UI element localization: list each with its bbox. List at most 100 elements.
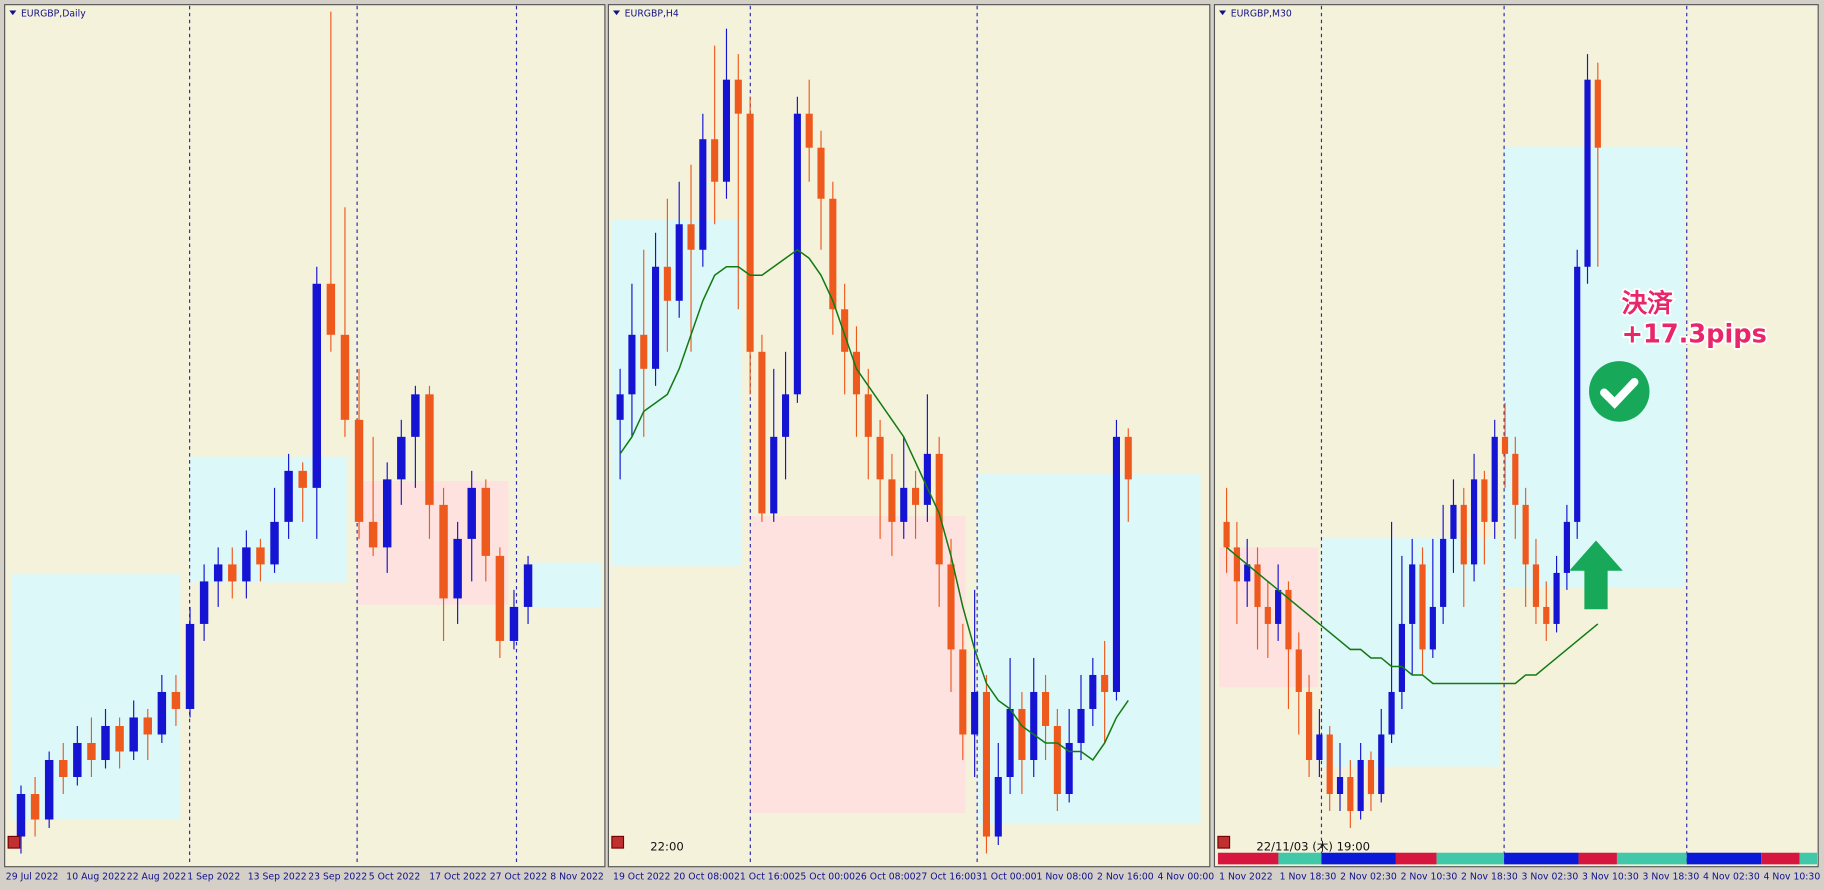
candle-body (1584, 79, 1591, 267)
panel-backgrounds (4, 4, 1819, 868)
session (1278, 852, 1322, 865)
candle-body (213, 564, 223, 582)
candle-body (1532, 564, 1540, 607)
candle-body (1543, 606, 1550, 624)
candle-body (699, 139, 707, 250)
check-icon (1589, 361, 1650, 422)
moving-average (619, 248, 1129, 762)
candle-body (1367, 759, 1375, 795)
candle-body (982, 691, 991, 837)
title-marker (1219, 10, 1227, 16)
candle-body (1006, 708, 1014, 778)
candle-body (368, 521, 378, 548)
candle-body (793, 113, 801, 395)
candle-body (817, 147, 825, 199)
x-axis-label: 26 Oct 08:00 (855, 872, 916, 883)
candle-body (1223, 521, 1230, 548)
candle-body (382, 479, 392, 548)
x-axis-label: 4 Nov 10:30 (1764, 872, 1821, 883)
x-axis-label: 3 Nov 02:30 (1522, 872, 1579, 883)
x-axis-label: 29 Jul 2022 (6, 872, 59, 883)
candle-body (354, 419, 364, 522)
candle-body (129, 717, 138, 752)
candle-body (59, 759, 68, 778)
candle-body (509, 606, 519, 641)
x-axis-label: 8 Nov 2022 (550, 872, 604, 883)
candle-body (640, 334, 648, 369)
candle-body (829, 198, 837, 310)
candle-body (770, 436, 778, 514)
candle-body (1378, 734, 1385, 795)
candle-body (1470, 479, 1478, 565)
session (1436, 852, 1505, 865)
candle-body (1295, 649, 1302, 692)
close-button (1217, 835, 1231, 849)
candle-body (1512, 453, 1519, 505)
candle-body (1018, 708, 1026, 760)
x-axis-label: 23 Sep 2022 (308, 872, 367, 883)
title-marker (9, 10, 17, 16)
candle-body (864, 394, 872, 437)
candle-body (935, 453, 943, 565)
candle-body (994, 777, 1002, 837)
candle-body (876, 436, 884, 480)
zone-box (1504, 146, 1685, 588)
candle-body (453, 538, 462, 599)
candle-body (675, 224, 683, 301)
candle-body (411, 394, 420, 437)
candle-body (1254, 564, 1261, 607)
x-axis-label: 2 Nov 18:30 (1461, 872, 1518, 883)
candle-body (1460, 504, 1467, 565)
x-axis-label: 19 Oct 2022 (613, 872, 670, 883)
candle-body (1101, 674, 1109, 692)
candle-body (1244, 564, 1251, 582)
candle-body (1089, 674, 1097, 709)
x-axis-label: 17 Oct 2022 (429, 872, 486, 883)
candle-body (1065, 742, 1073, 795)
candle-body (841, 309, 849, 352)
candle-body (326, 283, 336, 335)
x-axis-label: 13 Sep 2022 (248, 872, 307, 883)
zone-box (531, 562, 602, 607)
zone-box (750, 516, 966, 814)
candle-body (1429, 606, 1436, 650)
candle-body (171, 691, 181, 709)
candle-body (1053, 725, 1061, 795)
session (1217, 852, 1279, 865)
close-button (7, 835, 21, 849)
candle-body (852, 351, 861, 395)
x-axis-label: 3 Nov 18:30 (1643, 872, 1700, 883)
annotation-line1: 決済 (1622, 288, 1674, 319)
candle-body (16, 794, 26, 837)
candle-body (1347, 777, 1354, 812)
x-axis-label: 25 Oct 00:00 (795, 872, 856, 883)
candle-body (467, 487, 476, 539)
candle-body (1553, 572, 1560, 624)
x-axis-label: 21 Oct 16:00 (734, 872, 795, 883)
candle-body (1440, 538, 1447, 607)
panel-title: EURGBP,H4 (625, 8, 679, 19)
candle-body (746, 113, 754, 352)
x-axis-label: 1 Nov 18:30 (1280, 872, 1337, 883)
candle-body (101, 725, 110, 760)
candle-body (959, 649, 967, 735)
candle-body (1409, 564, 1416, 624)
title-marker (613, 10, 621, 16)
candle-body (1336, 777, 1344, 795)
candle-body (340, 334, 350, 420)
candle-body (298, 470, 307, 488)
x-axis-label: 4 Nov 02:30 (1703, 872, 1760, 883)
x-axis-label: 2 Nov 16:00 (1097, 872, 1154, 883)
candle-body (1326, 734, 1333, 795)
session (1799, 852, 1818, 865)
x-axis-label: 1 Nov 08:00 (1036, 872, 1093, 883)
close-button (611, 835, 625, 849)
candle-body (1388, 691, 1395, 735)
candle-body (971, 691, 979, 735)
candle-body (256, 547, 265, 565)
candle-body (185, 623, 195, 709)
candle-body (1264, 606, 1271, 624)
candle-body (734, 79, 742, 114)
session (1504, 852, 1579, 865)
